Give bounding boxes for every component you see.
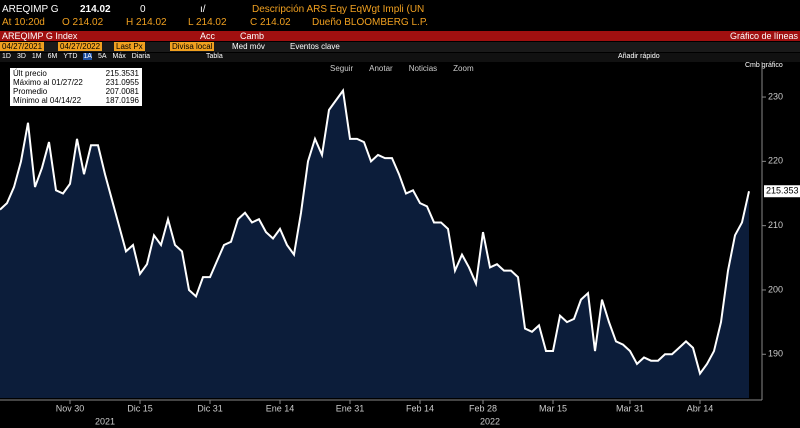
field[interactable]: Last Px <box>114 42 145 51</box>
ticker: AREQIMP G <box>2 4 59 15</box>
legend-label: Máximo al 01/27/22 <box>13 78 83 87</box>
moving-avg[interactable]: Med móv <box>232 42 265 51</box>
open: O 214.02 <box>62 17 104 28</box>
period-button[interactable]: 3D <box>16 53 26 60</box>
arrow: ı/ <box>200 4 206 15</box>
y-tick-label: 200 <box>768 284 783 294</box>
close: C 214.02 <box>250 17 291 28</box>
area-fill <box>0 90 749 398</box>
y-tick-label: 210 <box>768 220 783 230</box>
x-tick-label: Mar 31 <box>616 403 644 413</box>
legend-label: Promedio <box>13 87 48 96</box>
change: 0 <box>140 4 146 15</box>
chart-change[interactable]: Cmb gráfico <box>745 62 783 69</box>
quick-add[interactable]: Añadir rápido <box>618 53 660 60</box>
legend: Últ precio 215.3531 Máximo al 01/27/22 231.… <box>10 68 142 106</box>
owner: Dueño BLOOMBERG L.P. <box>312 17 428 28</box>
period-button[interactable]: Máx <box>112 53 126 60</box>
legend-row: Promedio 207.0081 <box>13 87 139 96</box>
last-price-label: 215.353 <box>766 186 799 196</box>
x-tick-label: Ene 14 <box>266 403 295 413</box>
y-tick-label: 190 <box>768 349 783 359</box>
legend-value: 207.0081 <box>105 87 139 96</box>
actions[interactable]: Acc <box>200 31 216 41</box>
end-date[interactable]: 04/27/2022 <box>58 42 103 51</box>
legend-value: 215.3531 <box>105 69 139 78</box>
view[interactable]: Gráfico de líneas <box>730 31 799 41</box>
x-tick-label: Feb 28 <box>469 403 497 413</box>
chart-tool[interactable]: Noticias <box>408 64 438 73</box>
legend-label: Últ precio <box>13 69 47 78</box>
last-price-tag <box>764 185 800 198</box>
x-tick-label: Abr 14 <box>687 403 714 413</box>
legend-row: Mínimo al 04/14/22 187.0196 <box>13 96 139 105</box>
legend-value: 187.0196 <box>105 96 139 105</box>
start-date[interactable]: 04/27/2021 <box>0 42 45 51</box>
period-button[interactable]: 6M <box>47 53 58 60</box>
price-line <box>0 88 750 376</box>
legend-label: Mínimo al 04/14/22 <box>13 96 82 105</box>
chart-tool[interactable]: Seguir <box>330 64 354 73</box>
low: L 214.02 <box>188 17 227 28</box>
x-tick-label: Dic 31 <box>197 403 223 413</box>
x-tick-label: Dic 15 <box>127 403 153 413</box>
periods: 1D 3D 1M 6M YTD 1A 5A Máx Diaria <box>2 53 150 60</box>
y-tick-label: 220 <box>768 156 783 166</box>
year-label: 2021 <box>95 416 115 426</box>
high: H 214.02 <box>126 17 167 28</box>
menubar <box>0 31 800 41</box>
currency[interactable]: Divisa local <box>170 42 215 51</box>
chart-tools: Seguir Anotar Noticias Zoom <box>330 64 474 73</box>
y-tick-label: 230 <box>768 91 783 101</box>
legend-value: 231.0955 <box>105 78 139 87</box>
price: 214.02 <box>80 4 111 15</box>
x-tick-label: Nov 30 <box>56 403 85 413</box>
x-tick-label: Ene 31 <box>336 403 365 413</box>
change-menu[interactable]: Camb <box>240 31 265 41</box>
events[interactable]: Eventos clave <box>290 42 340 51</box>
time: At 10:20d <box>2 17 45 28</box>
chart-tool[interactable]: Anotar <box>369 64 393 73</box>
description: Descripción ARS Eqy EqWgt Impli (UN <box>252 4 425 15</box>
period-button[interactable]: 1A <box>83 53 92 60</box>
x-tick-label: Feb 14 <box>406 403 434 413</box>
x-tick-label: Mar 15 <box>539 403 567 413</box>
period-bar <box>0 53 800 62</box>
period-button[interactable]: 1M <box>31 53 42 60</box>
chart: 190 200 210 220 230 215.353 Nov 30 Dic 15 Dic 31… <box>0 62 800 426</box>
security[interactable]: AREQIMP G Index <box>2 31 78 41</box>
period-button[interactable]: 5A <box>97 53 107 60</box>
year-label: 2022 <box>480 416 500 426</box>
table-button[interactable]: Tabla <box>206 53 223 60</box>
legend-row: Últ precio 215.3531 <box>13 69 139 78</box>
period-button[interactable]: Diaria <box>131 53 151 60</box>
period-button[interactable]: YTD <box>63 53 78 60</box>
chart-tool[interactable]: Zoom <box>453 64 474 73</box>
legend-row: Máximo al 01/27/22 231.0955 <box>13 78 139 87</box>
period-button[interactable]: 1D <box>2 53 11 60</box>
toolbar <box>0 42 800 52</box>
